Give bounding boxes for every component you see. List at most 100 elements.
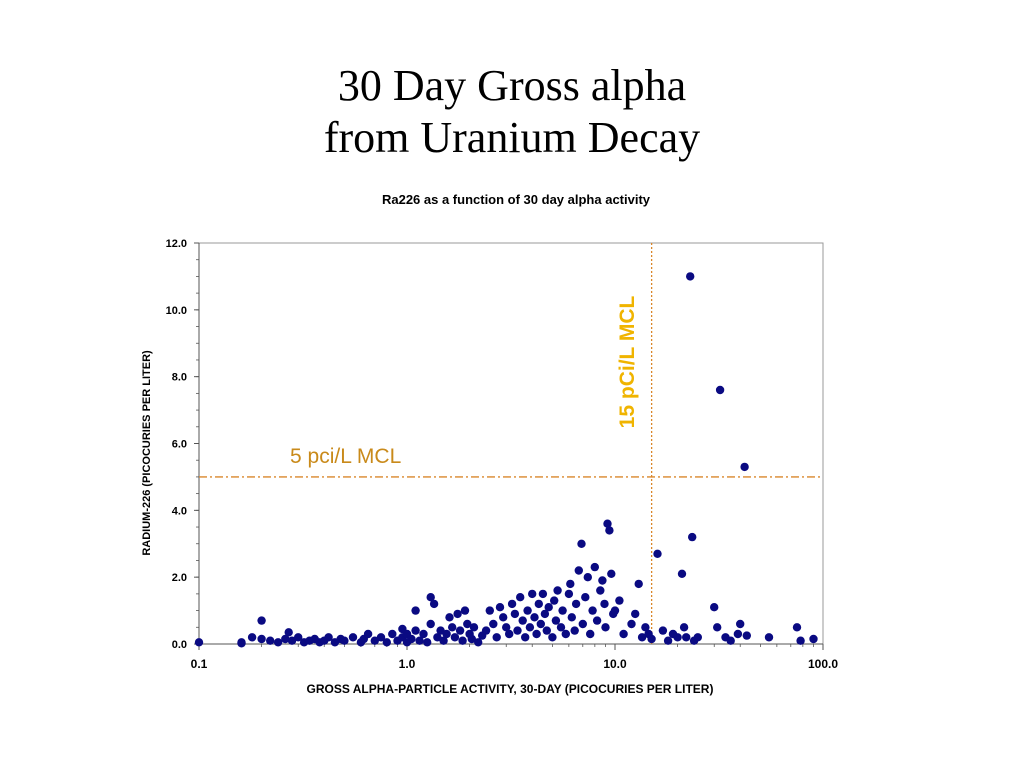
data-point	[382, 638, 391, 647]
data-point	[510, 609, 520, 619]
data-point	[423, 638, 432, 647]
x-tick-label: 10.0	[603, 657, 627, 671]
data-point	[713, 623, 722, 632]
data-point	[426, 593, 435, 602]
data-point	[388, 629, 397, 639]
data-point	[426, 619, 435, 629]
data-point	[340, 636, 349, 645]
data-point	[688, 532, 697, 542]
data-point	[467, 634, 476, 644]
y-tick-label: 4.0	[172, 505, 187, 517]
data-point	[564, 589, 574, 599]
data-point	[653, 549, 662, 558]
data-point	[453, 609, 462, 619]
data-point	[796, 636, 805, 645]
data-point	[538, 589, 548, 599]
slide-title: 30 Day Gross alpha from Uranium Decay	[0, 60, 1024, 164]
data-point	[553, 586, 562, 595]
data-point	[485, 606, 494, 615]
data-point	[495, 603, 505, 612]
y-tick-label: 10.0	[166, 305, 187, 317]
data-point	[528, 589, 537, 599]
data-point	[266, 636, 275, 645]
data-point	[647, 634, 656, 644]
data-point	[641, 623, 650, 632]
chart-title: Ra226 as a function of 30 day alpha acti…	[382, 192, 651, 207]
mcl-vertical-label: 15 pCi/L MCL	[616, 296, 639, 429]
data-point	[411, 626, 420, 635]
data-point	[627, 619, 636, 629]
data-point	[663, 636, 673, 645]
data-point	[631, 609, 640, 619]
data-point	[578, 619, 587, 629]
data-point	[550, 596, 559, 605]
data-point	[502, 623, 511, 632]
data-point	[363, 629, 373, 639]
data-point	[566, 579, 575, 589]
data-point	[586, 629, 595, 639]
data-point	[525, 623, 535, 632]
x-axis-label: GROSS ALPHA-PARTICLE ACTIVITY, 30-DAY (P…	[307, 682, 714, 696]
data-point	[507, 599, 517, 609]
data-point	[469, 623, 479, 632]
slide-title-line-1: 30 Day Gross alpha	[337, 61, 687, 110]
data-point	[237, 639, 246, 648]
data-point	[370, 636, 379, 645]
data-point	[284, 628, 293, 637]
data-point	[281, 634, 290, 644]
data-point	[540, 609, 550, 619]
data-point	[481, 626, 491, 635]
data-point	[607, 569, 616, 578]
data-point	[273, 638, 283, 647]
x-tick-label: 100.0	[808, 657, 838, 671]
data-point	[534, 599, 543, 609]
data-point	[740, 462, 749, 472]
y-tick-label: 2.0	[172, 572, 187, 584]
data-point	[742, 631, 751, 640]
data-point	[792, 623, 802, 632]
data-point	[605, 526, 614, 535]
data-point	[463, 619, 472, 629]
data-point	[619, 629, 628, 639]
data-point	[679, 623, 689, 632]
data-point	[458, 636, 467, 645]
data-point	[764, 633, 774, 642]
data-point	[455, 626, 465, 635]
data-point	[492, 633, 501, 642]
y-tick-label: 6.0	[172, 439, 187, 451]
data-point	[561, 629, 570, 639]
data-point	[558, 606, 567, 615]
data-point	[324, 633, 333, 642]
data-point	[474, 638, 483, 647]
data-point	[715, 385, 725, 395]
data-point	[460, 606, 470, 615]
data-point	[194, 638, 204, 647]
data-point	[376, 633, 386, 642]
data-point	[570, 626, 579, 635]
data-points	[194, 272, 818, 648]
data-point	[567, 613, 576, 622]
data-point	[673, 633, 682, 642]
data-point	[257, 634, 266, 644]
y-tick-label: 0.0	[172, 639, 187, 651]
data-point	[592, 616, 602, 625]
data-point	[610, 606, 620, 615]
data-point	[615, 596, 624, 605]
data-point	[551, 616, 561, 625]
data-point	[574, 566, 583, 575]
data-point	[505, 629, 514, 639]
data-point	[590, 562, 599, 572]
data-point	[710, 603, 719, 612]
data-point	[294, 633, 303, 642]
data-point	[513, 626, 522, 635]
data-point	[809, 634, 818, 644]
x-axis: 0.1 1.0 10.0 100.0	[191, 643, 838, 671]
x-tick-label: 0.1	[191, 657, 208, 671]
data-point	[736, 619, 745, 629]
plot-area	[198, 242, 824, 645]
data-point	[287, 636, 297, 645]
data-point	[548, 633, 557, 642]
reference-lines: 15 pCi/L MCL 5 pci/L MCL	[199, 243, 823, 644]
data-point	[581, 593, 590, 602]
